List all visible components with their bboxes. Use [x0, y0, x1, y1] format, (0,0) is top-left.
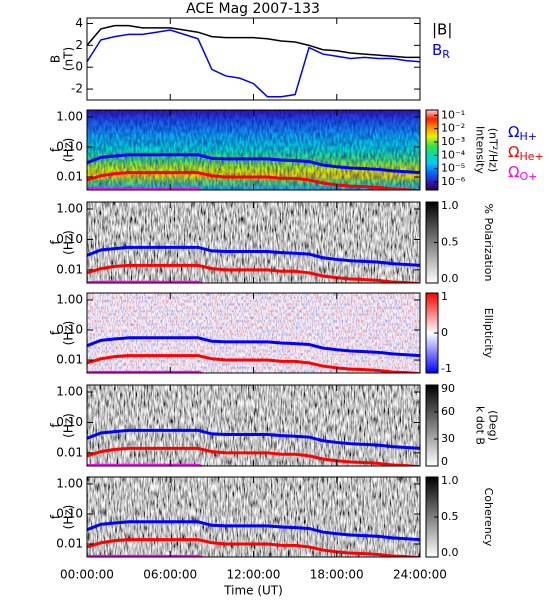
y-axis-label: (Hz): [62, 413, 76, 438]
x-tick-label: 06:00:00: [143, 568, 197, 582]
gyro-line: [87, 187, 206, 190]
gyro-line: [87, 554, 206, 557]
colorbar-tick-label: 0.0: [441, 272, 459, 285]
x-tick-label: 18:00:00: [310, 568, 364, 582]
y-tick-label: 0.01: [56, 262, 83, 276]
gyro-line: [87, 280, 206, 283]
gyro-line: [87, 446, 420, 466]
axes-frame: [86, 17, 421, 101]
data-line: [87, 29, 420, 98]
y-tick-label: 0.10: [56, 506, 83, 520]
colorbar-tick-label: 0.0: [441, 546, 459, 559]
colorbar-tick-label: 10⁻³: [441, 135, 465, 148]
colorbar-tick-label: 0: [441, 326, 448, 339]
y-axis-label: B: [49, 55, 63, 63]
colorbar-tick-label: 1.0: [441, 474, 459, 487]
colorbar-label: Intensity: [474, 126, 487, 174]
gyro-line: [87, 354, 420, 373]
gyro-line: [87, 263, 420, 283]
x-tick-label: 00:00:00: [60, 568, 114, 582]
y-tick-label: 0.01: [56, 445, 83, 459]
y-tick-label: 0.10: [56, 322, 83, 336]
colorbar-tick-label: 0.5: [441, 510, 459, 523]
legend-label: ΩO+: [508, 163, 537, 184]
gyro-line: [87, 370, 206, 373]
colorbar-tick-label: 0: [441, 455, 448, 468]
colorbar-tick-label: 1.0: [441, 199, 459, 212]
y-tick-label: 0.01: [56, 353, 83, 367]
x-tick-label: 24:00:00: [393, 568, 447, 582]
y-tick-label: 0.10: [56, 139, 83, 153]
gyro-line: [87, 245, 420, 267]
y-axis-label: (Hz): [62, 138, 76, 163]
colorbar-tick-label: 10⁻⁶: [441, 175, 466, 188]
y-tick-label: 4: [75, 16, 83, 30]
panel: [87, 24, 420, 98]
panel: [87, 202, 420, 283]
gyro-line: [87, 428, 420, 450]
panel: [87, 385, 420, 466]
panel: [87, 110, 420, 190]
colorbar-tick-label: 0.5: [441, 236, 459, 249]
colorbar-label: (Deg): [487, 410, 500, 441]
y-tick-label: 0: [75, 60, 83, 74]
gyro-line: [87, 538, 420, 557]
y-tick-label: 0.01: [56, 170, 83, 184]
colorbar-tick-label: 30: [441, 432, 455, 445]
y-axis-label: (Hz): [62, 230, 76, 255]
colorbar-tick-label: 10⁻¹: [441, 108, 465, 121]
colorbar-tick-label: 10⁻²: [441, 122, 465, 135]
y-axis-label: f: [49, 423, 63, 428]
panel: [87, 477, 420, 557]
y-tick-label: 2: [75, 38, 83, 52]
y-tick-label: 1.00: [56, 109, 83, 123]
colorbar-tick-label: -1: [441, 362, 452, 375]
y-tick-label: 0.10: [56, 232, 83, 246]
panel: [87, 293, 420, 373]
y-axis-label: f: [49, 330, 63, 335]
colorbar-label: % Polarization: [482, 204, 495, 282]
y-tick-label: -2: [71, 82, 83, 96]
gyro-line: [87, 171, 420, 190]
colorbar-label: (nT²/Hz): [487, 128, 500, 172]
y-axis-label: f: [49, 147, 63, 152]
colorbar: [425, 384, 439, 467]
y-axis-label: f: [49, 514, 63, 519]
y-tick-label: 1.00: [56, 292, 83, 306]
colorbar-label: Coherency: [482, 488, 495, 547]
x-axis-label: Time (UT): [223, 584, 283, 598]
colorbar-tick-label: 10⁻⁴: [441, 148, 466, 161]
y-tick-label: 0.10: [56, 415, 83, 429]
legend-label: |B|: [432, 21, 452, 39]
colorbar-tick-label: 1: [441, 290, 448, 303]
gyro-line: [87, 336, 420, 358]
x-tick-label: 12:00:00: [227, 568, 281, 582]
y-tick-label: 1.00: [56, 202, 83, 216]
y-tick-label: 1.00: [56, 476, 83, 490]
y-tick-label: 1.00: [56, 385, 83, 399]
data-line: [87, 24, 420, 59]
gyro-line: [87, 153, 420, 175]
colorbar-tick-label: 10⁻⁵: [441, 162, 465, 175]
colorbar: [425, 109, 439, 191]
chart-title: ACE Mag 2007-133: [186, 1, 320, 17]
y-axis-label: f: [49, 240, 63, 245]
gyro-line: [87, 520, 420, 542]
colorbar-label: Ellipticity: [482, 308, 495, 359]
y-axis-label: (Hz): [62, 505, 76, 530]
colorbar-label: k dot B: [474, 406, 487, 445]
y-axis-label: (Hz): [62, 321, 76, 346]
y-tick-label: 0.01: [56, 537, 83, 551]
y-axis-label: (nT): [62, 47, 76, 71]
legend-label: ΩH+: [508, 123, 537, 144]
colorbar-tick-label: 60: [441, 405, 455, 418]
gyro-line: [87, 463, 206, 466]
colorbar-tick-label: 90: [441, 382, 455, 395]
legend-label: BR: [432, 41, 450, 62]
legend-label: ΩHe+: [508, 143, 544, 164]
